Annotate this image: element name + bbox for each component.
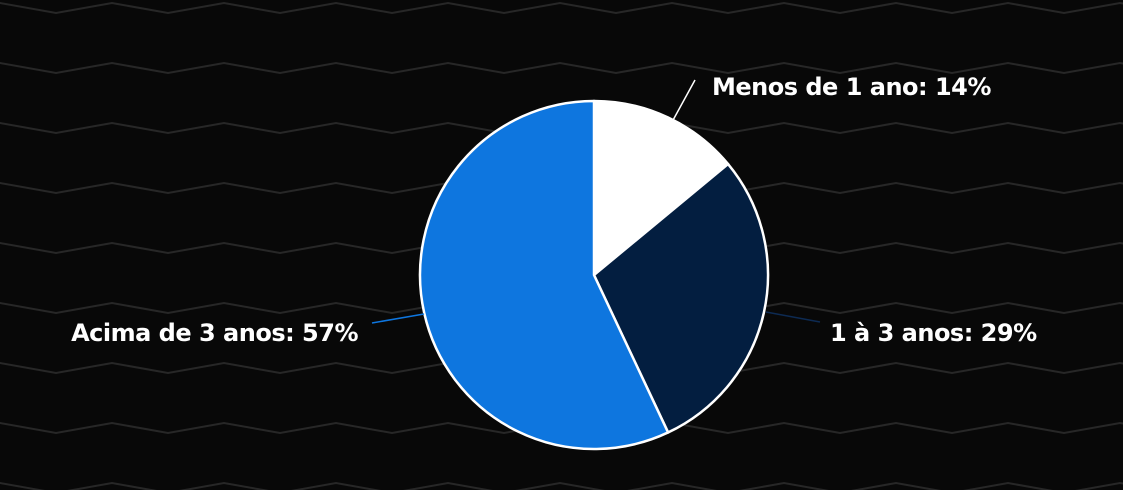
- pie-slice-2: [418, 99, 670, 451]
- zigzag-line-8: [0, 481, 1123, 490]
- leader-line-1: [765, 311, 821, 323]
- slice-label-1: 1 à 3 anos: 29%: [830, 319, 1037, 347]
- leader-line-0: [671, 79, 696, 123]
- leader-line-2: [371, 313, 425, 324]
- zigzag-line-0: [0, 1, 1123, 15]
- pie-slice-0: [592, 99, 730, 277]
- pie-slices: [418, 99, 770, 451]
- zigzag-line-1: [0, 61, 1123, 75]
- slice-label-2: Acima de 3 anos: 57%: [71, 319, 358, 347]
- slice-label-0: Menos de 1 ano: 14%: [712, 73, 991, 101]
